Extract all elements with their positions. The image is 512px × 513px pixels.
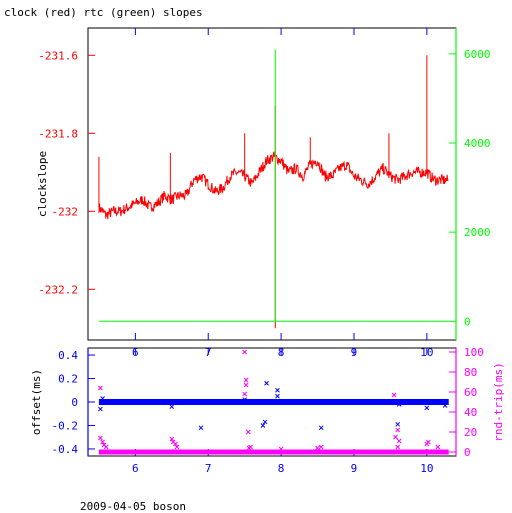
x-marker — [318, 425, 324, 431]
y-axis-label: clockslope — [36, 151, 49, 217]
x-marker — [103, 444, 109, 450]
chart-panel-2: 6 7 8 9 10 0.4 0.2 0 -0.2 -0.4 0 20 40 60 80 100 offset(… — [30, 346, 505, 475]
x-tick-label: 9 — [351, 462, 358, 475]
x-marker — [100, 396, 105, 401]
y2-tick-label: 100 — [464, 346, 484, 359]
y-tick-label: -231.6 — [38, 49, 78, 62]
series-line-1 — [98, 151, 449, 220]
x-marker — [262, 419, 268, 425]
x-marker — [396, 401, 402, 407]
x-marker — [169, 404, 175, 410]
x-marker — [98, 435, 103, 441]
x-marker — [243, 382, 249, 388]
y-tick-label: 0.2 — [58, 373, 78, 386]
x-marker — [275, 393, 280, 399]
x-marker — [435, 444, 441, 450]
footer-label: 2009-04-05 boson — [80, 500, 186, 513]
x-marker — [275, 387, 280, 393]
x-marker — [315, 445, 320, 451]
y-tick-label: -231.8 — [38, 127, 78, 140]
y2-tick-label: 20 — [464, 426, 477, 439]
y-tick-label: -0.2 — [52, 419, 79, 432]
x-marker — [98, 406, 103, 412]
x-marker — [264, 380, 269, 386]
x-marker — [260, 423, 266, 428]
x-marker — [393, 434, 398, 440]
x-tick-label: 10 — [420, 462, 433, 475]
x-tick-label: 6 — [132, 462, 139, 475]
x-tick-label: 7 — [205, 462, 212, 475]
x-marker — [242, 391, 248, 397]
x-marker — [318, 444, 324, 450]
y2-tick-label: 4000 — [464, 137, 491, 150]
x-marker — [100, 439, 105, 445]
x-marker — [98, 385, 103, 391]
chart-panel-1: 678910-231.6-231.8-232-232.2020004000600… — [36, 27, 491, 359]
y2-tick-label: 80 — [464, 366, 477, 379]
y-tick-label: -232 — [52, 205, 79, 218]
x-marker — [198, 425, 204, 431]
marker-band-1 — [98, 399, 449, 405]
y2-tick-label: 0 — [464, 446, 471, 459]
x-marker — [395, 427, 401, 433]
x-marker — [243, 377, 249, 383]
marker-band-2 — [98, 449, 449, 455]
chart-title: clock (red) rtc (green) slopes — [4, 6, 203, 19]
y2-tick-label: 6000 — [464, 48, 491, 61]
x-tick-label: 8 — [278, 462, 285, 475]
x-marker — [395, 421, 401, 427]
y-tick-label: -232.2 — [38, 283, 78, 296]
x-marker — [278, 446, 284, 452]
x-marker — [174, 444, 180, 450]
y-tick-label: -0.4 — [52, 443, 79, 456]
y2-tick-label: 40 — [464, 406, 477, 419]
y-tick-label: 0.4 — [58, 349, 78, 362]
x-marker — [395, 444, 401, 450]
y2-tick-label: 60 — [464, 386, 477, 399]
x-marker — [248, 444, 253, 450]
y2-tick-label: 0 — [464, 315, 471, 328]
x-marker — [425, 439, 431, 445]
y2-tick-label: 2000 — [464, 226, 491, 239]
y-tick-label: 0 — [71, 396, 78, 409]
x-marker — [396, 438, 402, 444]
x-marker — [173, 441, 178, 447]
y2-axis-label: rnd-trip(ms) — [492, 362, 505, 441]
plot-frame — [87, 27, 457, 341]
y-axis-label: offset(ms) — [30, 369, 43, 435]
x-marker — [242, 397, 248, 403]
x-marker — [169, 436, 175, 442]
x-marker — [391, 392, 397, 398]
x-marker — [442, 403, 448, 408]
x-marker — [242, 349, 248, 355]
x-marker — [245, 429, 251, 435]
x-marker — [424, 405, 430, 411]
